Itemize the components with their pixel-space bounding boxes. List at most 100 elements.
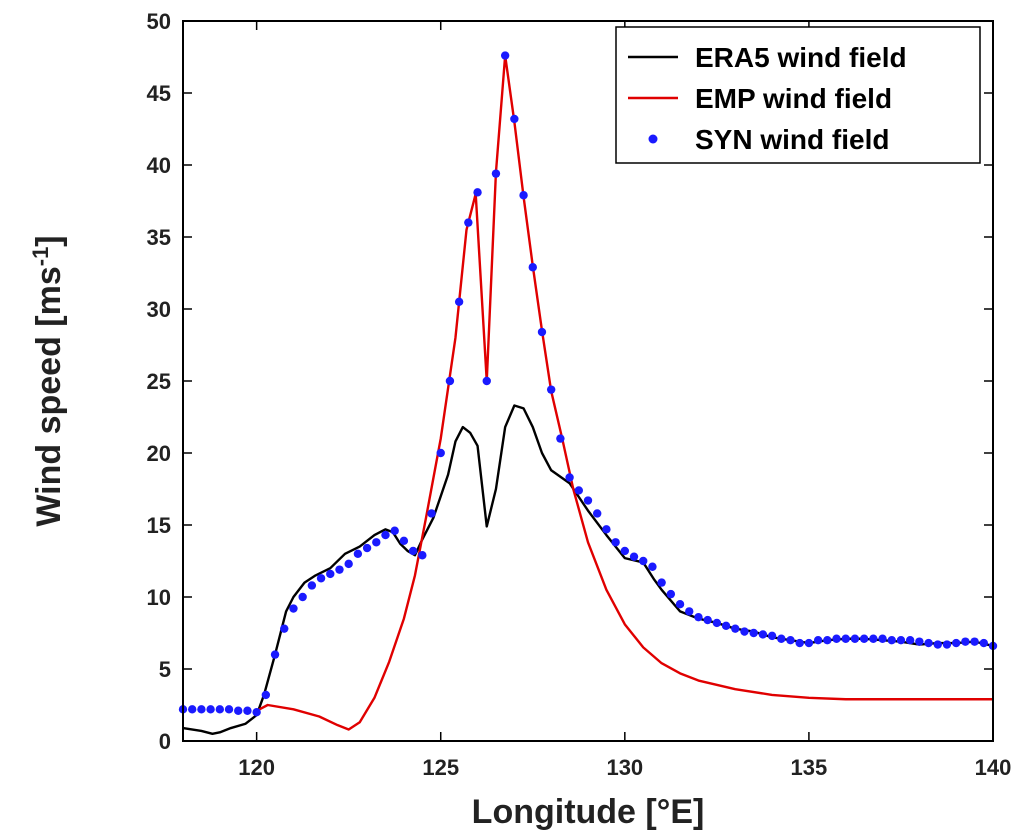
syn-data-point — [878, 634, 887, 643]
y-tick-label: 30 — [147, 297, 171, 322]
syn-data-point — [206, 705, 215, 714]
syn-data-point — [749, 628, 758, 638]
syn-data-point — [215, 705, 225, 714]
legend-label-0: ERA5 wind field — [695, 42, 907, 73]
syn-data-point — [694, 612, 703, 622]
y-axis-title-end: ] — [30, 235, 68, 246]
syn-data-point — [832, 634, 841, 643]
syn-data-point — [252, 708, 261, 717]
legend-swatch-2 — [648, 134, 658, 144]
syn-data-point — [464, 218, 473, 227]
syn-data-point — [602, 525, 611, 534]
syn-data-point — [583, 496, 593, 505]
syn-data-point — [850, 634, 860, 643]
y-tick-label: 35 — [147, 225, 171, 250]
syn-data-point — [372, 538, 381, 547]
syn-data-point — [712, 618, 722, 628]
syn-data-point — [344, 559, 353, 569]
y-axis-ticks: 0 5 10 15 20 25 30 35 40 45 50 — [147, 9, 993, 754]
syn-data-point — [859, 634, 869, 643]
syn-data-point — [841, 634, 850, 643]
syn-data-point — [758, 630, 768, 639]
syn-data-point — [887, 636, 896, 645]
syn-data-point — [316, 574, 326, 583]
y-axis-title-superscript: -1 — [28, 247, 53, 267]
series-line-0 — [182, 404, 994, 735]
syn-data-point — [951, 638, 961, 648]
syn-data-point — [942, 640, 952, 649]
syn-data-point — [593, 509, 602, 518]
syn-data-point — [473, 188, 482, 197]
syn-data-point — [418, 551, 427, 560]
syn-data-point — [491, 169, 501, 178]
syn-data-point — [399, 536, 409, 546]
x-tick-label: 125 — [422, 755, 459, 780]
syn-data-point — [823, 636, 832, 645]
syn-data-point — [326, 569, 335, 579]
syn-data-point — [307, 581, 317, 590]
syn-data-point — [188, 705, 197, 714]
y-tick-label: 40 — [147, 153, 171, 178]
x-tick-label: 120 — [238, 755, 275, 780]
legend: ERA5 wind field EMP wind field SYN wind fi… — [615, 26, 981, 164]
syn-data-point — [197, 705, 206, 714]
y-tick-label: 20 — [147, 441, 171, 466]
syn-data-point — [786, 636, 795, 645]
syn-data-point — [869, 634, 878, 643]
syn-data-point — [970, 637, 979, 646]
x-tick-label: 140 — [975, 755, 1012, 780]
syn-data-point — [270, 650, 280, 659]
syn-data-point — [546, 385, 556, 394]
x-axis-title: Longitude [°E] — [472, 793, 705, 831]
syn-data-point — [961, 637, 970, 646]
syn-data-point — [353, 549, 363, 558]
syn-data-point — [629, 552, 639, 561]
y-tick-label: 10 — [147, 585, 171, 610]
syn-data-point — [408, 546, 418, 556]
syn-data-point — [685, 607, 694, 616]
y-tick-label: 15 — [147, 513, 171, 538]
y-tick-label: 50 — [147, 9, 171, 34]
syn-data-point — [740, 627, 749, 636]
y-axis-title: Wind speed [ms-1] — [28, 235, 69, 526]
syn-data-point — [500, 51, 510, 60]
y-axis-title-main: Wind speed [ms — [30, 266, 68, 526]
syn-data-point — [381, 530, 390, 540]
syn-data-point — [574, 486, 583, 495]
syn-data-point — [243, 706, 252, 715]
syn-data-point — [556, 434, 565, 443]
syn-data-point — [657, 578, 666, 587]
syn-data-point — [896, 636, 906, 645]
syn-data-point — [454, 297, 464, 306]
syn-data-point — [804, 638, 814, 648]
y-tick-label: 25 — [147, 369, 171, 394]
syn-data-point — [261, 690, 271, 700]
syn-data-point — [611, 538, 620, 547]
syn-data-point — [537, 327, 547, 337]
syn-data-point — [335, 565, 344, 574]
x-axis-ticks: 120 125 130 135 140 — [238, 21, 1011, 780]
syn-data-point — [767, 631, 777, 641]
syn-data-point — [933, 640, 942, 649]
syn-data-point — [924, 638, 933, 648]
syn-data-point — [280, 624, 289, 633]
legend-label-2: SYN wind field — [695, 124, 889, 155]
syn-data-point — [510, 114, 519, 124]
syn-data-point — [731, 624, 740, 633]
syn-data-point — [298, 592, 307, 602]
syn-data-point — [813, 636, 823, 645]
y-tick-label: 5 — [159, 657, 171, 682]
syn-data-point — [795, 638, 804, 648]
syn-data-point — [666, 589, 676, 599]
syn-data-point — [289, 604, 298, 613]
legend-label-1: EMP wind field — [695, 83, 892, 114]
plot-marks — [178, 51, 998, 735]
syn-data-point — [482, 376, 491, 386]
x-tick-label: 135 — [791, 755, 828, 780]
syn-data-point — [675, 600, 685, 609]
syn-data-point — [390, 526, 399, 535]
y-tick-label: 45 — [147, 81, 171, 106]
syn-data-point — [436, 448, 445, 458]
syn-data-point — [703, 615, 712, 625]
